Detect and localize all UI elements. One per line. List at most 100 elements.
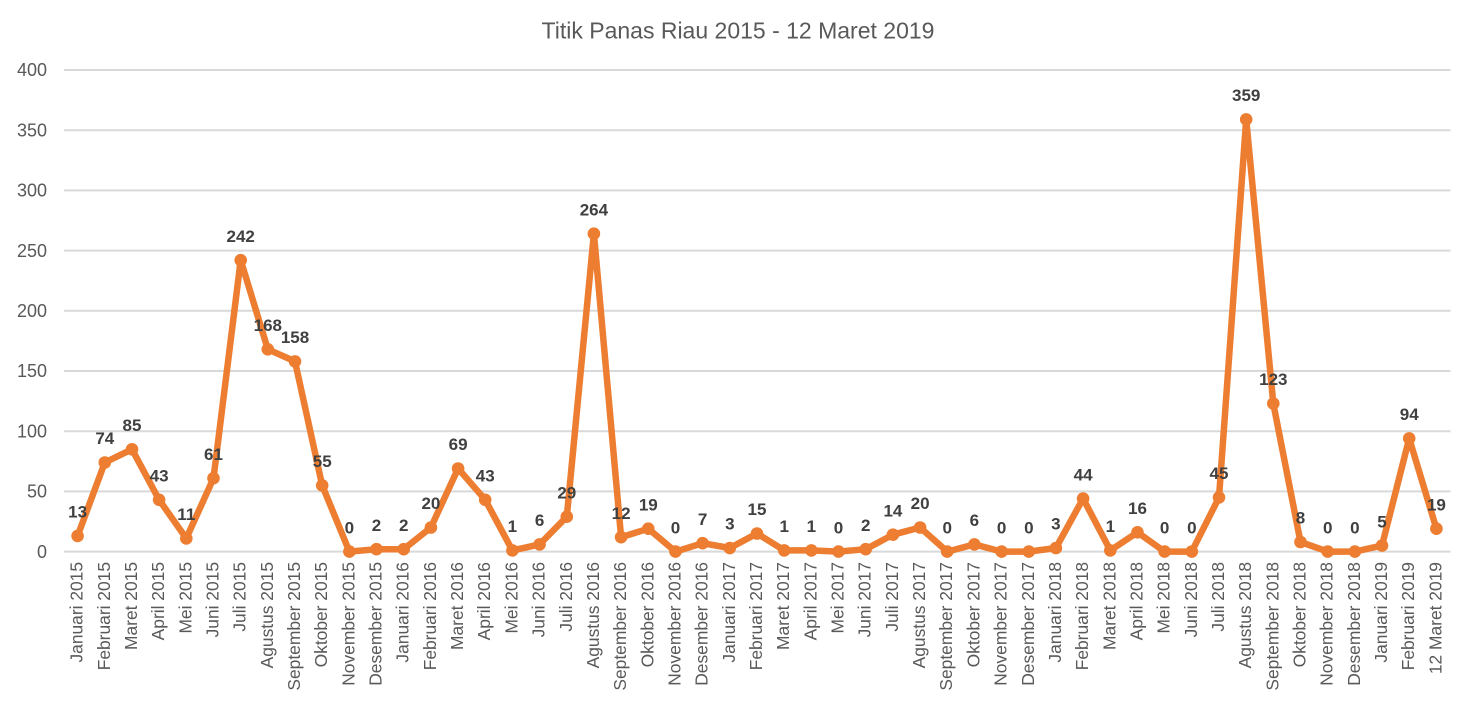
- svg-text:29: 29: [557, 483, 576, 502]
- svg-text:Juli 2017: Juli 2017: [882, 562, 902, 632]
- svg-text:0: 0: [942, 518, 951, 537]
- svg-text:Oktober 2018: Oktober 2018: [1290, 562, 1310, 667]
- svg-text:150: 150: [17, 361, 47, 381]
- svg-text:2: 2: [861, 516, 870, 535]
- svg-text:11: 11: [177, 505, 195, 524]
- svg-text:242: 242: [227, 227, 255, 246]
- svg-text:100: 100: [17, 421, 47, 441]
- svg-text:158: 158: [281, 328, 309, 347]
- svg-text:0: 0: [1187, 518, 1196, 537]
- svg-text:20: 20: [911, 494, 930, 513]
- svg-text:Januari 2018: Januari 2018: [1045, 562, 1065, 663]
- svg-text:19: 19: [639, 495, 658, 514]
- svg-text:264: 264: [580, 200, 609, 219]
- svg-text:15: 15: [748, 500, 767, 519]
- svg-text:0: 0: [834, 518, 843, 537]
- svg-text:September 2016: September 2016: [610, 562, 630, 691]
- svg-text:69: 69: [449, 435, 468, 454]
- svg-text:Januari 2017: Januari 2017: [719, 562, 739, 663]
- svg-text:November 2017: November 2017: [991, 562, 1011, 686]
- svg-text:Februari 2019: Februari 2019: [1398, 562, 1418, 670]
- svg-text:Juni 2018: Juni 2018: [1181, 562, 1201, 637]
- svg-text:Oktober 2017: Oktober 2017: [963, 562, 983, 667]
- svg-text:44: 44: [1074, 465, 1093, 484]
- svg-text:168: 168: [254, 316, 282, 335]
- svg-text:Agustus 2017: Agustus 2017: [909, 562, 929, 668]
- svg-text:43: 43: [476, 467, 495, 486]
- svg-text:Maret 2016: Maret 2016: [447, 562, 467, 650]
- svg-text:Januari 2019: Januari 2019: [1371, 562, 1391, 663]
- svg-text:123: 123: [1259, 370, 1287, 389]
- svg-text:Desember 2018: Desember 2018: [1344, 562, 1364, 686]
- svg-text:0: 0: [1323, 518, 1332, 537]
- svg-text:September 2017: September 2017: [936, 562, 956, 691]
- svg-text:13: 13: [68, 503, 87, 522]
- svg-text:85: 85: [123, 416, 142, 435]
- svg-text:1: 1: [779, 517, 788, 536]
- svg-text:0: 0: [1160, 518, 1169, 537]
- svg-text:0: 0: [37, 542, 47, 562]
- svg-text:Mei 2016: Mei 2016: [501, 562, 521, 634]
- svg-text:0: 0: [345, 518, 354, 537]
- svg-text:3: 3: [725, 515, 734, 534]
- svg-text:Agustus 2016: Agustus 2016: [583, 562, 603, 668]
- svg-text:8: 8: [1296, 509, 1305, 528]
- svg-text:3: 3: [1051, 515, 1060, 534]
- svg-text:94: 94: [1400, 405, 1419, 424]
- svg-text:1: 1: [1106, 517, 1115, 536]
- svg-text:55: 55: [313, 452, 332, 471]
- svg-text:6: 6: [535, 511, 544, 530]
- svg-text:43: 43: [150, 467, 169, 486]
- svg-text:Mei 2017: Mei 2017: [828, 562, 848, 634]
- svg-text:Juli 2018: Juli 2018: [1208, 562, 1228, 632]
- svg-text:16: 16: [1128, 499, 1147, 518]
- svg-text:20: 20: [421, 494, 440, 513]
- svg-text:300: 300: [17, 181, 47, 201]
- svg-text:1: 1: [508, 517, 517, 536]
- svg-text:6: 6: [970, 511, 979, 530]
- svg-text:Juni 2017: Juni 2017: [855, 562, 875, 637]
- svg-text:19: 19: [1427, 495, 1446, 514]
- svg-text:250: 250: [17, 241, 47, 261]
- svg-text:Januari 2016: Januari 2016: [393, 562, 413, 663]
- svg-text:400: 400: [17, 60, 47, 80]
- svg-text:200: 200: [17, 301, 47, 321]
- svg-text:Oktober 2015: Oktober 2015: [311, 562, 331, 667]
- svg-text:1: 1: [807, 517, 816, 536]
- svg-text:Desember 2015: Desember 2015: [366, 562, 386, 686]
- svg-text:November 2016: November 2016: [665, 562, 685, 686]
- svg-text:Maret 2017: Maret 2017: [773, 562, 793, 650]
- svg-text:0: 0: [997, 518, 1006, 537]
- svg-text:September 2015: September 2015: [284, 562, 304, 691]
- svg-text:Mei 2018: Mei 2018: [1154, 562, 1174, 634]
- svg-text:61: 61: [204, 445, 223, 464]
- svg-text:2: 2: [372, 516, 381, 535]
- svg-text:Juli 2015: Juli 2015: [230, 562, 250, 632]
- svg-text:45: 45: [1210, 464, 1229, 483]
- svg-text:12: 12: [612, 504, 631, 523]
- svg-text:Agustus 2018: Agustus 2018: [1235, 562, 1255, 668]
- svg-text:Mei 2015: Mei 2015: [175, 562, 195, 634]
- svg-text:September 2018: September 2018: [1262, 562, 1282, 691]
- svg-text:74: 74: [95, 429, 114, 448]
- svg-text:April 2018: April 2018: [1127, 562, 1147, 640]
- svg-text:Desember 2017: Desember 2017: [1018, 562, 1038, 686]
- svg-text:April 2015: April 2015: [148, 562, 168, 640]
- svg-text:50: 50: [27, 482, 47, 502]
- svg-text:359: 359: [1232, 86, 1260, 105]
- svg-text:0: 0: [671, 518, 680, 537]
- svg-text:Juli 2016: Juli 2016: [556, 562, 576, 632]
- svg-text:12 Maret 2019: 12 Maret 2019: [1425, 562, 1445, 674]
- svg-text:2: 2: [399, 516, 408, 535]
- svg-text:April 2017: April 2017: [800, 562, 820, 640]
- svg-text:November 2015: November 2015: [338, 562, 358, 686]
- svg-text:April 2016: April 2016: [474, 562, 494, 640]
- svg-text:14: 14: [883, 501, 902, 520]
- svg-text:Januari 2015: Januari 2015: [67, 562, 87, 663]
- svg-text:Februari 2016: Februari 2016: [420, 562, 440, 670]
- svg-text:Februari 2018: Februari 2018: [1072, 562, 1092, 670]
- svg-text:Desember 2016: Desember 2016: [692, 562, 712, 686]
- svg-text:0: 0: [1350, 518, 1359, 537]
- svg-text:Maret 2015: Maret 2015: [121, 562, 141, 650]
- svg-text:Juni 2015: Juni 2015: [203, 562, 223, 637]
